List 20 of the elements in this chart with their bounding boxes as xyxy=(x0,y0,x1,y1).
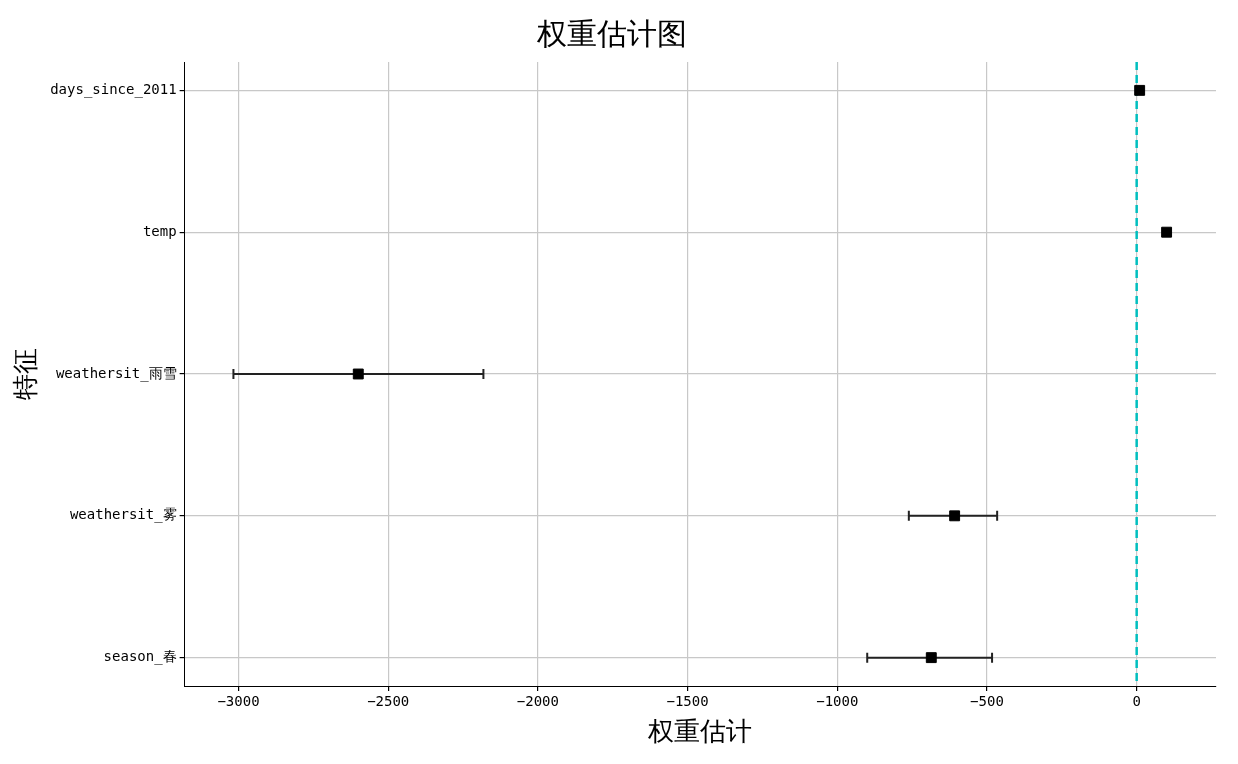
x-tick-label: 0 xyxy=(1132,693,1141,710)
y-tick-label: season_春 xyxy=(103,648,177,666)
x-tick-label: −1000 xyxy=(816,693,859,710)
point xyxy=(352,368,364,380)
x-tick-label: −1500 xyxy=(666,693,709,710)
point xyxy=(1161,226,1173,238)
x-tick-label: −500 xyxy=(970,693,1004,710)
point xyxy=(925,652,937,664)
x-tick-label: −2000 xyxy=(516,693,559,710)
x-tick-label: −3000 xyxy=(217,693,260,710)
y-tick-label: temp xyxy=(142,222,177,239)
y-tick-label: weathersit_雨雪 xyxy=(55,364,177,382)
point xyxy=(1134,84,1146,96)
x-tick-label: −2500 xyxy=(367,693,410,710)
y-tick-label: weathersit_雾 xyxy=(69,506,177,524)
y-tick-label: days_since_2011 xyxy=(50,81,177,98)
point xyxy=(949,510,961,522)
chart-title: 权重估计图 xyxy=(536,15,687,51)
x-axis-title: 权重估计 xyxy=(647,716,753,747)
y-axis-title: 特征 xyxy=(10,348,41,400)
